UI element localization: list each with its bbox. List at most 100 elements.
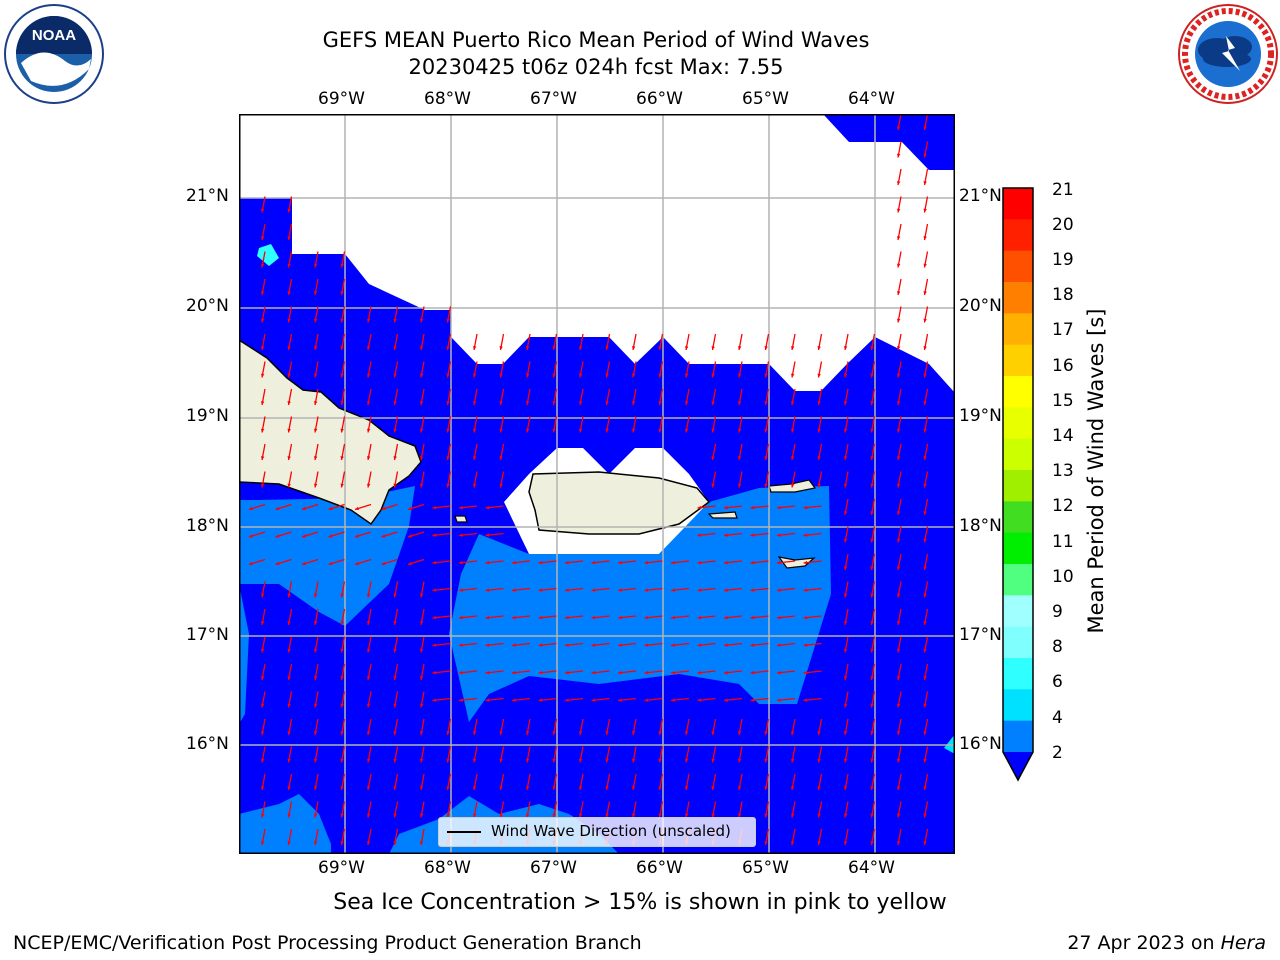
wave-direction-arrowhead [605, 813, 609, 818]
footer-left: NCEP/EMC/Verification Post Processing Pr… [13, 932, 642, 954]
wave-direction-arrowhead [803, 505, 808, 510]
lat-label-right-16n: 16°N [959, 734, 1002, 754]
wave-direction-arrowhead [340, 373, 344, 378]
wave-direction-arrowhead [525, 401, 530, 405]
lon-label-top-68w: 68°W [424, 89, 471, 109]
colorbar-segment [1003, 470, 1033, 502]
wave-direction-arrowhead [843, 648, 848, 653]
wave-direction-arrowhead [287, 593, 291, 598]
wave-direction-arrowhead [393, 703, 397, 708]
wave-direction-arrowhead [777, 670, 781, 675]
graticule [239, 114, 955, 854]
wave-direction-arrowhead [896, 401, 901, 405]
wave-direction-arrowhead [525, 731, 530, 735]
colorbar-tick-18: 18 [1052, 285, 1074, 305]
wave-direction-arrowhead [870, 813, 874, 818]
wave-direction-arrowhead [459, 533, 463, 537]
wave-direction-arrowhead [525, 346, 530, 350]
wave-direction-arrowhead [817, 346, 821, 350]
wave-direction-arrowhead [618, 670, 622, 675]
wave-direction-arrowhead [777, 588, 781, 592]
lon-label-bottom-69w: 69°W [318, 858, 365, 878]
wave-direction-arrowhead [313, 758, 318, 763]
wave-direction-arrowhead [366, 593, 371, 598]
wave-direction-arrowhead [393, 676, 397, 680]
wave-direction-arrowhead [750, 533, 755, 537]
wave-direction-arrowhead [591, 698, 596, 702]
wave-direction-arrowhead [313, 456, 318, 460]
wave-direction-arrowhead [578, 373, 583, 378]
wave-direction-arrowhead [287, 428, 291, 433]
wave-direction-arrowhead [750, 643, 755, 647]
wave-direction-arrowhead [764, 731, 768, 735]
wave-direction-arrowhead [896, 318, 901, 323]
colorbar-segment [1003, 250, 1033, 283]
lat-label-right-18n: 18°N [959, 516, 1002, 536]
wave-direction-arrowhead [366, 841, 371, 845]
wave-direction-arrowhead [843, 456, 848, 460]
wave-direction-arrowhead [499, 813, 503, 818]
wave-direction-arrowhead [764, 758, 768, 763]
wave-direction-arrowhead [485, 588, 490, 592]
wave-direction-arrowhead [472, 401, 477, 405]
wave-direction-arrowhead [737, 813, 742, 818]
wave-direction-arrowhead [432, 533, 437, 537]
colorbar-tick-10: 10 [1052, 567, 1074, 587]
wave-direction-arrowhead [777, 643, 781, 647]
wave-direction-arrowhead [499, 758, 503, 763]
wave-direction-arrowhead [658, 401, 662, 405]
wave-direction-arrowhead [870, 731, 874, 735]
colorbar-segment [1003, 595, 1033, 628]
wave-direction-arrowhead [631, 786, 636, 790]
wave-direction-arrowhead [287, 841, 291, 845]
footer-host: Hera [1220, 932, 1266, 954]
colorbar [1000, 186, 1038, 786]
wave-direction-arrowhead [287, 758, 291, 763]
lat-label-left-21n: 21°N [186, 186, 229, 206]
wave-direction-arrowhead [870, 483, 874, 488]
wave-direction-arrowhead [578, 813, 583, 818]
wave-direction-arrowhead [843, 841, 848, 845]
wave-direction-arrowhead [750, 505, 755, 510]
lon-label-bottom-66w: 66°W [636, 858, 683, 878]
wave-direction-arrowhead [697, 588, 702, 592]
wave-direction-arrowhead [870, 538, 874, 543]
wave-direction-arrowhead [485, 505, 490, 510]
colorbar-tick-14: 14 [1052, 426, 1074, 446]
wave-direction-arrowhead [817, 456, 821, 460]
wave-direction-arrowhead [538, 588, 543, 592]
wave-direction-arrowhead [684, 731, 689, 735]
wave-direction-arrowhead [512, 588, 516, 592]
wave-direction-arrowhead [381, 506, 386, 511]
wave-direction-arrowhead [340, 813, 344, 818]
wave-direction-arrowhead [764, 456, 768, 460]
wave-direction-arrowhead [923, 236, 927, 240]
wave-direction-arrowhead [671, 588, 675, 592]
wave-direction-arrowhead [393, 373, 397, 378]
noaa-logo: NOAA [3, 3, 105, 105]
wave-direction-arrowhead [472, 373, 477, 378]
wave-direction-arrowhead [459, 643, 463, 647]
wave-direction-arrowhead [843, 346, 848, 350]
wave-direction-arrowhead [499, 731, 503, 735]
wave-direction-arrowhead [287, 373, 291, 378]
wave-direction-arrowhead [711, 786, 715, 790]
wave-direction-arrowhead [697, 533, 702, 537]
wave-direction-arrowhead [697, 643, 702, 647]
wave-direction-arrowhead [512, 670, 516, 675]
wave-direction-arrowhead [260, 786, 265, 790]
wave-direction-arrowhead [737, 786, 742, 790]
wave-direction-arrowhead [764, 401, 768, 405]
wave-direction-arrowhead [843, 621, 848, 625]
wave-direction-arrowhead [366, 346, 371, 350]
wave-direction-arrowhead [446, 786, 450, 790]
land-masses [238, 338, 817, 569]
wave-direction-arrowhead [870, 456, 874, 460]
wave-direction-arrowhead [870, 428, 874, 433]
wave-direction-arrowhead [605, 346, 609, 350]
wave-direction-arrowhead [923, 428, 927, 433]
wave-direction-arrowhead [591, 588, 596, 592]
wave-direction-arrowhead [817, 758, 821, 763]
wave-direction-arrowhead [737, 346, 742, 350]
wave-direction-arrowhead [419, 621, 424, 625]
